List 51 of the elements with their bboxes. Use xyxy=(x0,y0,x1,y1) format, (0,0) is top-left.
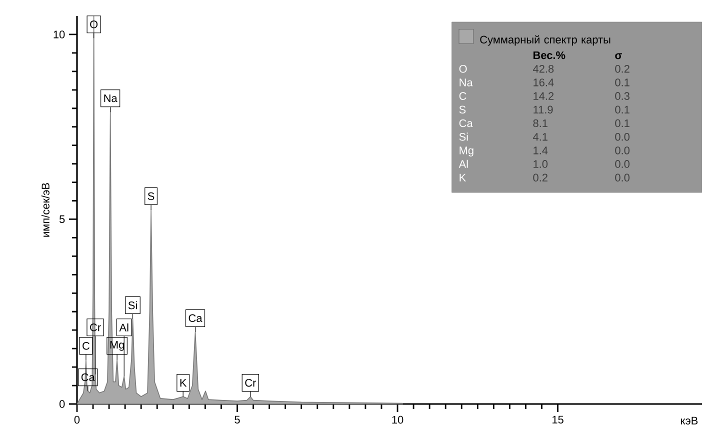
annotation: 0.2 xyxy=(615,64,630,73)
annotation: 42.8 xyxy=(533,64,554,73)
annotation: 0.3 xyxy=(615,92,630,100)
annotation: Вес.% xyxy=(533,51,566,60)
annotation: Al xyxy=(119,323,128,332)
legend-label: Суммарный спектр карты xyxy=(480,35,610,46)
annotation: Ca xyxy=(188,314,202,322)
x-tick-label: 5 xyxy=(234,416,240,424)
annotation: 14.2 xyxy=(534,92,554,100)
annotation: 4.1 xyxy=(533,133,548,141)
annotation: Ca xyxy=(81,373,95,382)
annotation: O xyxy=(90,20,98,28)
annotation: Al xyxy=(458,160,468,168)
annotation: Si xyxy=(459,132,468,141)
annotation: 16.4 xyxy=(534,78,554,86)
annotation: 0.0 xyxy=(615,160,630,168)
y-tick-label: 10 xyxy=(54,30,65,38)
annotation: C xyxy=(459,92,466,100)
annotation: Si xyxy=(128,301,137,310)
annotation: Mg xyxy=(110,340,124,351)
annotation: σ xyxy=(615,53,622,60)
annotation: 0.2 xyxy=(533,174,548,182)
annotation: 11.9 xyxy=(534,106,553,114)
annotation: 8.1 xyxy=(533,119,548,128)
annotation: K xyxy=(460,174,466,182)
annotation: 0.1 xyxy=(615,119,630,128)
annotation: Mg xyxy=(460,146,474,156)
y-axis-title: имп/сек/эВ xyxy=(41,183,50,237)
y-tick-label: 5 xyxy=(59,215,65,224)
annotation: Cr xyxy=(90,324,101,332)
annotation: Na xyxy=(104,94,118,102)
annotation: 0.1 xyxy=(615,78,630,86)
annotation: 0.0 xyxy=(615,174,630,182)
annotation: 0.0 xyxy=(615,146,630,154)
x-tick-label: 10 xyxy=(392,416,404,424)
annotation: 1.0 xyxy=(534,160,548,168)
annotation: S xyxy=(148,192,154,200)
annotation: Na xyxy=(460,78,473,86)
annotation: 0.1 xyxy=(615,106,630,114)
annotation: C xyxy=(82,342,90,350)
x-axis-title: кэВ xyxy=(681,416,698,424)
annotation: 1.4 xyxy=(534,146,548,154)
annotation: K xyxy=(180,379,187,387)
annotation: Ca xyxy=(459,119,473,128)
x-tick-label: 0 xyxy=(74,416,80,424)
y-tick-label: 0 xyxy=(59,400,65,408)
x-tick-label: 15 xyxy=(552,416,564,424)
annotation: S xyxy=(459,106,466,114)
annotation: Cr xyxy=(245,378,256,387)
annotation: 0.0 xyxy=(615,132,630,141)
annotation: O xyxy=(459,64,467,73)
